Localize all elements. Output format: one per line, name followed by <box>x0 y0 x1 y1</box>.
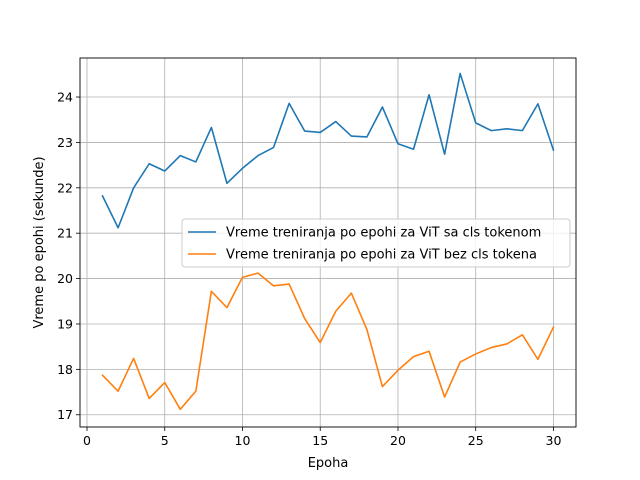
y-tick-label: 18 <box>57 362 73 377</box>
x-tick-label: 0 <box>83 433 91 448</box>
y-tick-label: 21 <box>57 226 73 241</box>
y-tick-label: 17 <box>57 407 73 422</box>
legend-label-1: Vreme treniranja po epohi za ViT sa cls … <box>226 226 541 241</box>
y-tick-label: 22 <box>57 180 73 195</box>
y-axis-label: Vreme po epohi (sekunde) <box>32 156 47 328</box>
y-tick-label: 23 <box>57 135 73 150</box>
y-tick-label: 20 <box>57 271 73 286</box>
x-tick-label: 10 <box>235 433 251 448</box>
y-tick-label: 24 <box>57 90 73 105</box>
legend: Vreme treniranja po epohi za ViT sa cls … <box>181 218 571 268</box>
plot-frame <box>79 57 577 428</box>
x-tick-label: 20 <box>390 433 406 448</box>
x-tick-label: 30 <box>546 433 562 448</box>
x-axis-label: Epoha <box>308 456 349 471</box>
x-tick-label: 15 <box>312 433 328 448</box>
ticks: 0 5 10 15 20 25 30 17 18 19 20 21 22 23 24 <box>57 90 561 448</box>
y-tick-label: 19 <box>57 316 73 331</box>
legend-label-2: Vreme treniranja po epohi za ViT bez cls… <box>226 248 537 263</box>
series-line-1 <box>101 72 555 229</box>
x-tick-label: 5 <box>161 433 169 448</box>
x-tick-label: 25 <box>468 433 484 448</box>
series-line-2 <box>101 272 555 411</box>
series-layer <box>101 72 555 411</box>
legend-box <box>181 218 571 268</box>
